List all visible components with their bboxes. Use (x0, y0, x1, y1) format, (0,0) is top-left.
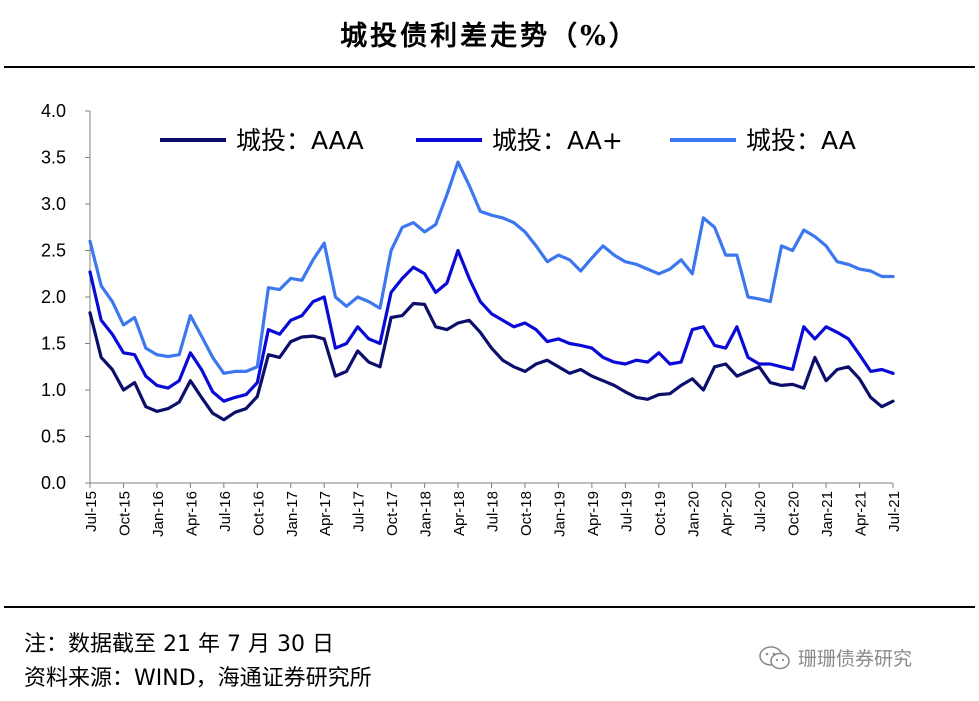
x-tick-label: Jul-16 (217, 491, 234, 532)
legend-label-1: 城投：AAA (236, 126, 364, 155)
x-tick-label: Jul-20 (752, 491, 769, 532)
x-tick-label: Oct-18 (518, 491, 535, 536)
legend-label-2: 城投：AA+ (492, 126, 623, 155)
x-tick-label: Oct-20 (786, 491, 803, 536)
y-tick-label: 4.0 (41, 101, 66, 121)
x-tick-label: Jul-21 (886, 491, 903, 532)
note-date: 注：数据截至 21 年 7 月 30 日 (24, 632, 334, 657)
y-tick-label: 1.0 (41, 380, 66, 400)
chart-legend: 城投：AAA 城投：AA+ 城投：AA (160, 126, 856, 155)
x-tick-label: Jul-17 (351, 491, 368, 532)
x-tick-label: Jul-19 (618, 491, 635, 532)
y-tick-label: 3.5 (41, 148, 66, 168)
chart-title: 城投债利差走势（%） (340, 21, 639, 52)
bottom-rule (4, 606, 975, 608)
y-tick-labels: 0.0 0.5 1.0 1.5 2.0 2.5 3.0 3.5 4.0 (41, 101, 66, 493)
y-tick-label: 2.5 (41, 241, 66, 261)
series-line-3 (88, 160, 895, 375)
series-line-2 (88, 248, 895, 403)
x-tick-label: Apr-17 (317, 491, 334, 536)
x-tick-labels: Jul-15 Oct-15 Jan-16 Apr-16 Jul-16 Oct-16 Jan-… (83, 491, 903, 537)
x-tick-label: Jan-18 (418, 491, 435, 537)
line-chart: 0.0 0.5 1.0 1.5 2.0 2.5 3.0 3.5 4.0 Jul-15 Oct-15… (41, 101, 903, 537)
x-tick-label: Jan-17 (284, 491, 301, 537)
x-tick-label: Jul-18 (485, 491, 502, 532)
wechat-icon (759, 645, 790, 669)
note-source: 资料来源：WIND，海通证券研究所 (24, 666, 372, 691)
x-tick-label: Apr-20 (719, 491, 736, 536)
y-tick-label: 2.0 (41, 287, 66, 307)
y-tick-label: 0.0 (41, 473, 66, 493)
x-tick-label: Oct-17 (384, 491, 401, 536)
legend-label-3: 城投：AA (746, 126, 856, 155)
watermark: 珊珊债券研究 (758, 644, 912, 671)
x-tick-label: Apr-21 (853, 491, 870, 536)
y-tick-label: 3.0 (41, 194, 66, 214)
x-tick-label: Jan-19 (551, 491, 568, 537)
x-tick-label: Apr-16 (183, 491, 200, 536)
x-tick-label: Jan-16 (150, 491, 167, 537)
x-tick-label: Oct-15 (116, 491, 133, 536)
x-tick-label: Jan-20 (685, 491, 702, 537)
chart-series (88, 160, 895, 422)
y-tick-label: 1.5 (41, 334, 66, 354)
x-tick-label: Jul-15 (83, 491, 100, 532)
x-tick-label: Oct-19 (652, 491, 669, 536)
x-tick-label: Apr-18 (451, 491, 468, 536)
watermark-text: 珊珊债券研究 (798, 648, 913, 670)
chart-axes (85, 110, 894, 488)
x-tick-label: Oct-16 (250, 491, 267, 536)
series-line-1 (88, 301, 895, 422)
x-tick-label: Jan-21 (819, 491, 836, 537)
x-tick-label: Apr-19 (585, 491, 602, 536)
y-tick-label: 0.5 (41, 427, 66, 447)
top-rule (4, 66, 975, 68)
